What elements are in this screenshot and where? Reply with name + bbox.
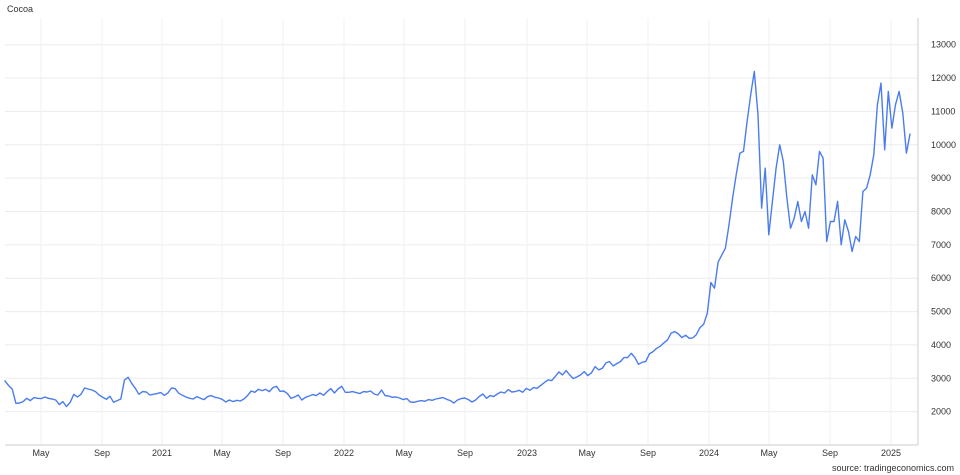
- x-tick-label: May: [578, 448, 596, 458]
- chart-title: Cocoa: [7, 4, 34, 14]
- x-tick-label: 2023: [517, 448, 537, 458]
- series-layer: [4, 70, 911, 408]
- y-tick-label: 13000: [931, 40, 956, 50]
- y-tick-label: 9000: [931, 173, 951, 183]
- x-tick-label: Sep: [640, 448, 656, 458]
- y-tick-label: 6000: [931, 273, 951, 283]
- y-tick-label: 8000: [931, 206, 951, 216]
- x-tick-label: Sep: [94, 448, 110, 458]
- y-tick-label: 2000: [931, 407, 951, 417]
- y-tick-label: 11000: [931, 106, 955, 116]
- x-tick-label: May: [32, 448, 50, 458]
- x-tick-label: Sep: [457, 448, 473, 458]
- x-tick-label: 2022: [334, 448, 354, 458]
- x-tick-label: May: [760, 448, 778, 458]
- x-tick-label: 2024: [699, 448, 719, 458]
- axes: 2000 3000 4000 5000 6000 7000 8000 9000 10000 110…: [5, 18, 956, 458]
- x-tick-label: May: [395, 448, 413, 458]
- y-tick-label: 12000: [931, 73, 956, 83]
- y-tick-label: 5000: [931, 307, 951, 317]
- y-tick-label: 7000: [931, 240, 951, 250]
- series-line: [4, 70, 911, 408]
- y-tick-label: 10000: [931, 140, 956, 150]
- y-tick-label: 3000: [931, 373, 951, 383]
- x-tick-label: Sep: [275, 448, 291, 458]
- y-tick-label: 4000: [931, 340, 951, 350]
- source-label: source: tradingeconomics.com: [831, 463, 954, 473]
- x-tick-label: 2021: [152, 448, 172, 458]
- x-tick-label: Sep: [822, 448, 838, 458]
- x-tick-label: 2025: [881, 448, 901, 458]
- grid: [5, 18, 918, 445]
- x-tick-label: May: [213, 448, 231, 458]
